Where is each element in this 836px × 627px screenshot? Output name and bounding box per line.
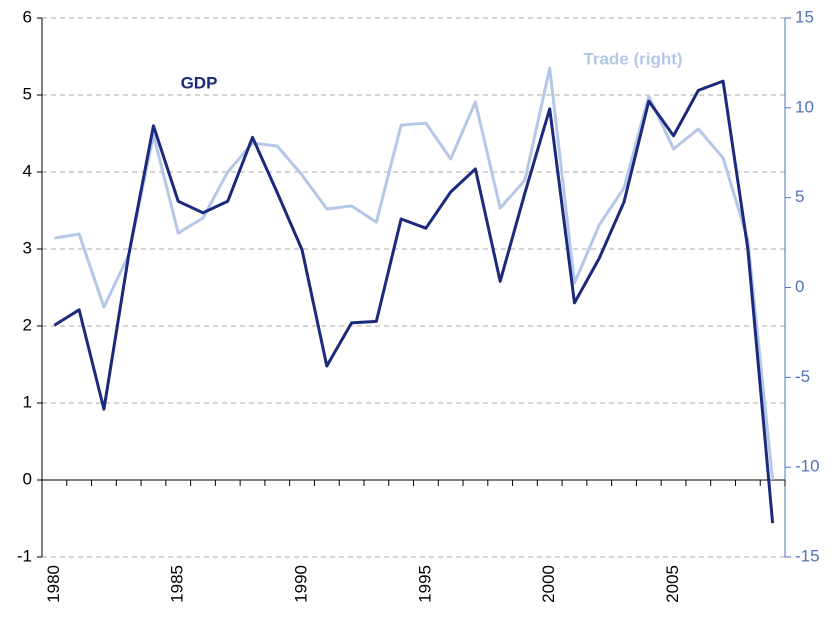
x-tick-label: 1985 (168, 565, 187, 603)
y2-tick-label: -10 (795, 457, 820, 476)
x-tick-label: 1980 (44, 565, 63, 603)
y2-tick-label: 15 (795, 7, 814, 26)
y-tick-label: -1 (17, 546, 32, 565)
y2-tick-label: -5 (795, 367, 810, 386)
x-tick-label: 1995 (415, 565, 434, 603)
y-tick-label: 5 (23, 84, 32, 103)
y-tick-label: 3 (23, 238, 32, 257)
y2-tick-label: 5 (795, 187, 804, 206)
y2-tick-label: 0 (795, 277, 804, 296)
y-tick-label: 2 (23, 315, 32, 334)
annotation: Trade (right) (583, 49, 682, 68)
series-line (54, 66, 775, 481)
series-line (53, 79, 775, 524)
y-tick-label: 0 (23, 469, 32, 488)
y2-tick-label: 10 (795, 97, 814, 116)
y-tick-label: 6 (23, 7, 32, 26)
y2-tick-label: -15 (795, 546, 820, 565)
x-tick-label: 2005 (663, 565, 682, 603)
annotation: GDP (181, 73, 218, 92)
x-tick-label: 1990 (292, 565, 311, 603)
x-tick-label: 2000 (539, 565, 558, 603)
y-tick-label: 1 (23, 392, 32, 411)
y-tick-label: 4 (23, 161, 32, 180)
